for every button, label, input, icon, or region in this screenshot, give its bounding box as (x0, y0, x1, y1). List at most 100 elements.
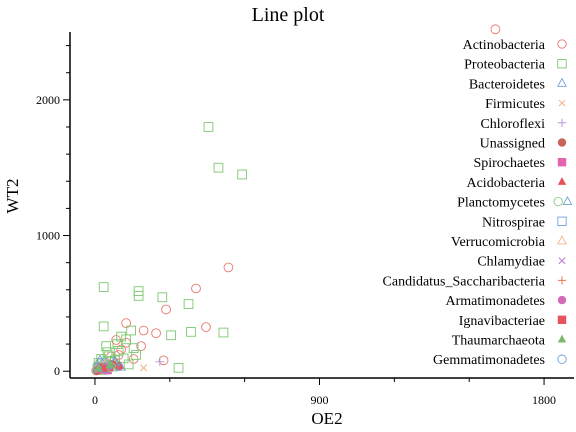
y-tick-label: 1000 (36, 229, 60, 243)
legend-item: Thaumarchaeota (452, 334, 567, 349)
legend-label: Proteobacteria (464, 58, 546, 73)
plot-area (91, 24, 501, 376)
legend-item: Bacteroidetes (469, 77, 567, 92)
legend-item: Acidobacteria (466, 176, 567, 191)
legend-marker (558, 257, 566, 265)
legend-label: Nitrospirae (482, 215, 545, 230)
legend-item: Firmicutes (485, 97, 566, 112)
legend-item: Actinobacteria (463, 38, 567, 53)
legend-marker (557, 315, 567, 324)
data-point (123, 359, 134, 370)
data-point (490, 24, 501, 35)
legend-label: Bacteroidetes (469, 77, 545, 92)
legend-label: Spirochaetes (473, 156, 545, 171)
legend-marker (553, 196, 573, 207)
data-point (203, 122, 214, 132)
data-point (213, 162, 224, 173)
x-tick-label: 0 (92, 393, 98, 407)
legend-marker (557, 77, 567, 87)
x-axis-label: OE2 (311, 409, 342, 428)
legend-label: Armatimonadetes (445, 294, 545, 309)
legend-marker (557, 118, 567, 127)
legend-item: Ignavibacteriae (459, 314, 567, 329)
legend-marker (557, 177, 567, 185)
legend-label: Thaumarchaeota (452, 334, 546, 349)
legend-item: Gemmatimonadetes (433, 353, 567, 368)
legend-marker (557, 235, 567, 245)
data-point (112, 339, 123, 349)
data-point (223, 262, 234, 273)
data-point (98, 321, 109, 332)
legend-marker (557, 334, 567, 343)
data-point (186, 327, 196, 337)
data-point (151, 328, 161, 339)
data-point (105, 360, 115, 369)
data-point (126, 325, 136, 336)
data-point (101, 341, 112, 351)
legend-item: Chloroflexi (480, 117, 567, 132)
data-point (100, 363, 110, 374)
legend-item: Unassigned (480, 137, 567, 152)
data-point (121, 318, 131, 328)
data-point (98, 363, 107, 373)
data-point (116, 331, 126, 342)
x-tick-label: 900 (311, 393, 329, 407)
data-point (237, 169, 248, 180)
legend-marker (557, 138, 567, 147)
data-point (201, 322, 211, 332)
data-point (158, 355, 169, 366)
data-point (161, 304, 171, 315)
legend-label: Candidatus_Saccharibacteria (383, 274, 546, 289)
legend-item: Proteobacteria (464, 58, 567, 73)
axes (69, 32, 574, 379)
legend-label: Planctomycetes (457, 196, 545, 211)
legend-item: Verrucomicrobia (451, 235, 567, 250)
legend: Actinobacteria Proteobacteria Bacteroidete… (383, 38, 573, 368)
data-point (157, 292, 168, 303)
legend-label: Gemmatimonadetes (433, 353, 545, 368)
legend-label: Chloroflexi (480, 117, 545, 132)
data-point (173, 362, 184, 373)
legend-label: Verrucomicrobia (451, 235, 546, 250)
legend-item: Chlamydiae (477, 255, 566, 270)
data-point (166, 330, 176, 341)
legend-label: Chlamydiae (477, 255, 545, 270)
legend-label: Acidobacteria (466, 176, 545, 191)
series-actinobacteria (91, 24, 501, 376)
legend-marker (557, 295, 567, 305)
legend-label: Firmicutes (485, 97, 545, 112)
legend-label: Ignavibacteriae (459, 314, 545, 329)
y-tick-label: 0 (54, 364, 60, 378)
data-point (138, 325, 149, 336)
data-point (136, 341, 146, 351)
legend-marker (557, 39, 567, 49)
data-point (218, 327, 229, 338)
legend-marker (557, 276, 567, 285)
legend-item: Armatimonadetes (445, 294, 567, 309)
series-ignavibacteriae (98, 363, 107, 373)
data-point (155, 357, 165, 367)
legend-marker (557, 354, 567, 364)
legend-item: Nitrospirae (482, 215, 567, 230)
legend-marker (557, 59, 567, 69)
data-point (98, 282, 109, 292)
legend-label: Unassigned (480, 137, 545, 152)
data-point (102, 347, 113, 358)
legend-item: Planctomycetes (457, 196, 573, 211)
series-proteobacteria (92, 122, 248, 375)
legend-item: Spirochaetes (473, 156, 567, 171)
y-axis-label: WT2 (3, 179, 22, 214)
series-gemmatimonadetes (100, 363, 110, 374)
data-point (113, 346, 124, 356)
chart-title: Line plot (252, 4, 325, 26)
data-point (131, 350, 141, 360)
data-point (128, 343, 139, 353)
data-point (183, 299, 194, 309)
data-point (139, 364, 148, 372)
legend-item: Candidatus_Saccharibacteria (383, 274, 567, 289)
axis-ticks: 0 1000 2000 0 900 1800 (36, 45, 556, 407)
legend-marker (557, 216, 567, 226)
legend-marker (558, 99, 566, 107)
